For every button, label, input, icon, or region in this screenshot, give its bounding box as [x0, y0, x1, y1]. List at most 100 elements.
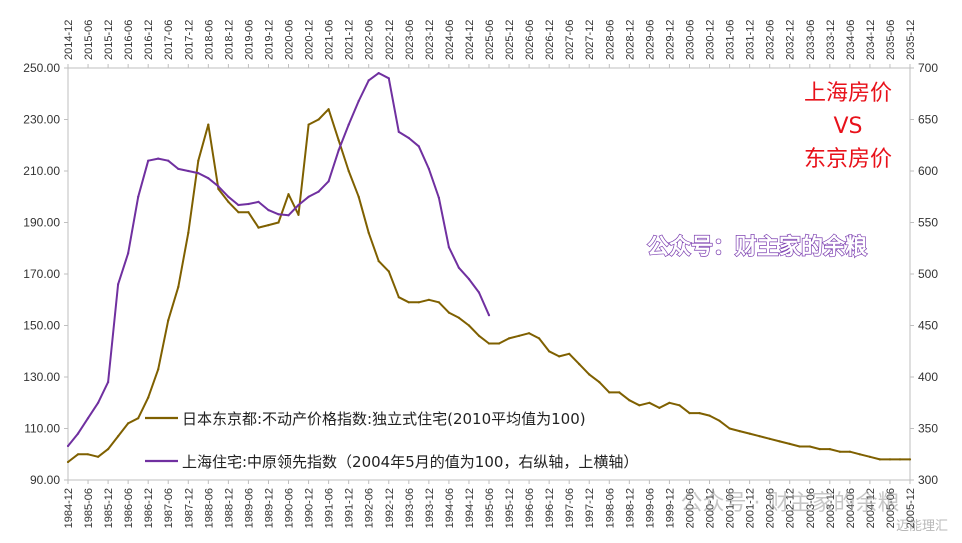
series-layer	[67, 72, 910, 463]
top-tick-label: 2035-12	[905, 20, 917, 60]
watermark-bottom-small: 迈能理汇	[896, 519, 948, 534]
data-point-tokyo	[437, 301, 440, 304]
data-point-tokyo	[257, 226, 260, 229]
data-point-tokyo	[588, 373, 591, 376]
left-tick-label: 230.00	[23, 113, 60, 127]
bottom-tick-label: 2004-12	[865, 488, 877, 528]
bottom-tick-label: 1991-12	[344, 488, 356, 528]
bottom-tick-label: 1994-12	[464, 488, 476, 528]
data-point-shanghai	[477, 291, 481, 294]
top-tick-label: 2021-12	[344, 20, 356, 60]
left-tick-label: 190.00	[23, 216, 60, 230]
bottom-tick-label: 1987-12	[183, 488, 195, 528]
data-point-tokyo	[798, 445, 801, 448]
data-point-tokyo	[748, 432, 751, 435]
data-point-tokyo	[548, 350, 551, 353]
bottom-tick-label: 2000-12	[705, 488, 717, 528]
data-point-tokyo	[758, 435, 761, 438]
top-tick-label: 2034-06	[845, 20, 857, 60]
data-point-tokyo	[477, 334, 481, 337]
data-point-tokyo	[878, 458, 882, 461]
data-point-tokyo	[387, 270, 390, 273]
bottom-tick-label: 1992-12	[384, 488, 396, 528]
top-tick-label: 2021-06	[324, 20, 336, 60]
bottom-tick-label: 2005-12	[905, 488, 917, 528]
data-point-shanghai	[437, 196, 440, 199]
bottom-tick-label: 2001-06	[725, 488, 737, 528]
data-point-tokyo	[578, 363, 581, 366]
data-point-tokyo	[137, 417, 140, 420]
data-point-shanghai	[167, 159, 170, 162]
data-point-tokyo	[908, 458, 912, 461]
bottom-tick-label: 1993-06	[404, 488, 416, 528]
data-point-shanghai	[277, 213, 280, 216]
data-point-tokyo	[628, 399, 631, 402]
data-point-tokyo	[76, 453, 80, 456]
data-point-shanghai	[137, 195, 140, 198]
top-tick-label: 2026-12	[544, 20, 556, 60]
data-point-tokyo	[738, 430, 741, 433]
data-point-tokyo	[287, 193, 290, 196]
top-tick-label: 2027-12	[584, 20, 596, 60]
right-tick-label: 650	[918, 113, 938, 127]
top-tick-label: 2020-12	[304, 20, 316, 60]
title-line-1: 上海房价	[804, 81, 892, 106]
data-point-tokyo	[247, 211, 250, 214]
top-tick-label: 2025-12	[504, 20, 516, 60]
left-tick-label: 150.00	[23, 319, 60, 333]
data-point-tokyo	[427, 298, 430, 301]
data-point-tokyo	[297, 213, 300, 216]
right-tick-label: 550	[918, 216, 938, 230]
data-point-tokyo	[347, 169, 350, 173]
top-tick-label: 2019-06	[243, 20, 255, 60]
top-tick-label: 2033-12	[825, 20, 837, 60]
bottom-tick-label: 1997-06	[564, 488, 576, 528]
data-point-shanghai	[407, 136, 410, 140]
data-point-shanghai	[467, 278, 471, 281]
top-tick-label: 2024-06	[444, 20, 456, 60]
data-point-tokyo	[698, 412, 701, 415]
data-point-tokyo	[818, 448, 821, 451]
bottom-tick-label: 2003-12	[825, 488, 837, 528]
data-point-tokyo	[177, 285, 180, 288]
bottom-tick-label: 1984-12	[63, 488, 75, 528]
data-point-tokyo	[66, 460, 70, 464]
data-point-tokyo	[848, 450, 852, 453]
top-tick-label: 2022-12	[384, 20, 396, 60]
bottom-tick-label: 1994-06	[444, 488, 456, 528]
data-point-shanghai	[227, 195, 230, 198]
data-point-tokyo	[838, 450, 841, 453]
legend-label-shanghai: 上海住宅:中原领先指数（2004年5月的值为100，右纵轴，上横轴）	[182, 453, 638, 471]
data-point-tokyo	[497, 342, 501, 345]
data-point-tokyo	[768, 437, 771, 440]
data-point-tokyo	[307, 123, 310, 126]
bottom-tick-label: 1985-12	[103, 488, 115, 528]
bottom-tick-label: 1988-06	[203, 488, 215, 528]
data-point-tokyo	[608, 391, 611, 394]
data-point-tokyo	[317, 118, 320, 121]
data-point-tokyo	[147, 396, 150, 399]
data-point-tokyo	[898, 458, 902, 461]
left-tick-label: 210.00	[23, 164, 60, 178]
data-point-shanghai	[297, 203, 300, 207]
data-point-tokyo	[828, 448, 831, 451]
data-point-tokyo	[457, 316, 460, 319]
chart-title: 上海房价 VS 东京房价	[804, 81, 892, 172]
bottom-tick-label: 1986-12	[143, 488, 155, 528]
series-line-shanghai	[67, 72, 490, 447]
data-point-shanghai	[397, 130, 400, 133]
data-point-tokyo	[728, 427, 731, 430]
data-point-tokyo	[447, 311, 450, 314]
data-point-shanghai	[317, 190, 320, 193]
data-point-tokyo	[487, 342, 491, 345]
data-point-tokyo	[197, 159, 200, 162]
bottom-tick-label: 2002-12	[785, 488, 797, 528]
top-tick-label: 2028-12	[624, 20, 636, 60]
watermark-text: 公众号：财主家的余粮	[647, 234, 867, 260]
data-point-shanghai	[257, 200, 260, 203]
bottom-tick-label: 1986-06	[123, 488, 135, 528]
top-tick-label: 2016-12	[143, 20, 155, 60]
bottom-tick-label: 1998-12	[624, 488, 636, 528]
